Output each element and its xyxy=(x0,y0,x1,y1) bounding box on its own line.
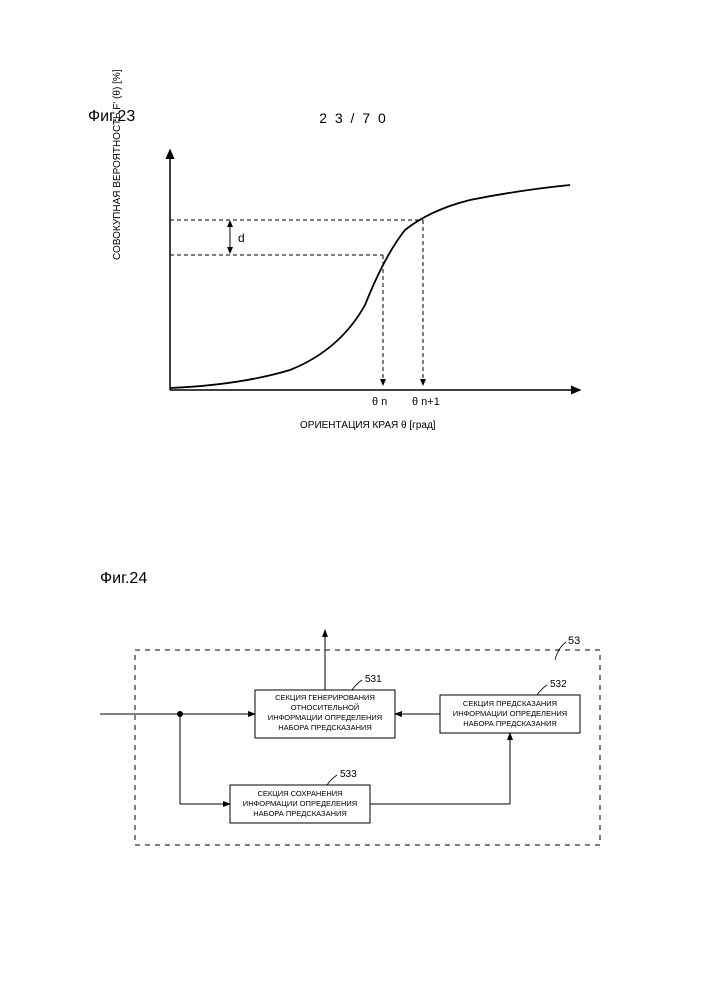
b533-l1: СЕКЦИЯ СОХРАНЕНИЯ xyxy=(257,789,342,798)
b531-l1: СЕКЦИЯ ГЕНЕРИРОВАНИЯ xyxy=(275,693,375,702)
b531-id: 531 xyxy=(365,674,382,685)
theta-n-label: θ n xyxy=(372,396,387,408)
b532-l1: СЕКЦИЯ ПРЕДСКАЗАНИЯ xyxy=(463,699,557,708)
fig23-y-axis-label: СОВОКУПНАЯ ВЕРОЯТНОСТЬ F' (θ) [%] xyxy=(112,69,123,260)
b531-l2: ОТНОСИТЕЛЬНОЙ xyxy=(291,703,360,712)
b533-l3: НАБОРА ПРЕДСКАЗАНИЯ xyxy=(253,809,347,818)
leader-533 xyxy=(327,775,337,785)
page-number: 2 3 / 7 0 xyxy=(319,110,388,126)
leader-531 xyxy=(352,680,362,690)
b531-l3: ИНФОРМАЦИИ ОПРЕДЕЛЕНИЯ xyxy=(268,713,382,722)
fig24-title: Фиг.24 xyxy=(100,570,147,588)
leader-53 xyxy=(555,642,566,660)
b532-l2: ИНФОРМАЦИИ ОПРЕДЕЛЕНИЯ xyxy=(453,709,567,718)
fig24-diagram: 53 СЕКЦИЯ ГЕНЕРИРОВАНИЯ ОТНОСИТЕЛЬНОЙ ИН… xyxy=(100,620,620,880)
container-id: 53 xyxy=(568,635,580,647)
cdf-curve xyxy=(170,185,570,388)
theta-n1-label: θ n+1 xyxy=(412,396,440,408)
b531-l4: НАБОРА ПРЕДСКАЗАНИЯ xyxy=(278,723,372,732)
b533-id: 533 xyxy=(340,769,357,780)
b532-id: 532 xyxy=(550,679,567,690)
d-label: d xyxy=(238,231,245,245)
leader-532 xyxy=(537,685,547,695)
fig23-chart: d θ n θ n+1 xyxy=(140,145,590,425)
b532-l3: НАБОРА ПРЕДСКАЗАНИЯ xyxy=(463,719,557,728)
b533-l2: ИНФОРМАЦИИ ОПРЕДЕЛЕНИЯ xyxy=(243,799,357,808)
